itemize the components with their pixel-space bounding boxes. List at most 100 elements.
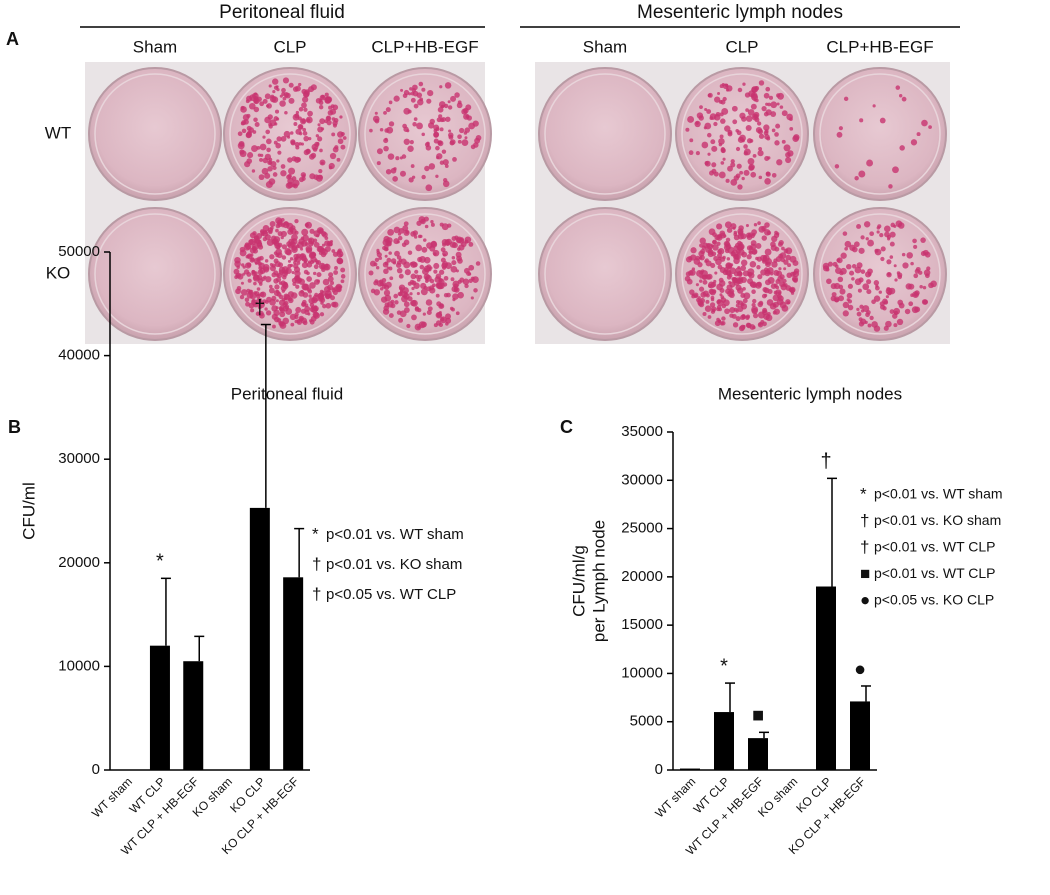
colony — [277, 231, 283, 237]
colony — [315, 260, 320, 265]
colony — [285, 182, 293, 189]
colony — [240, 121, 245, 126]
colony — [261, 167, 269, 175]
significance-marker: † — [254, 297, 265, 319]
colony — [457, 100, 462, 105]
colony — [750, 171, 757, 178]
colony — [389, 276, 394, 281]
colony — [429, 285, 435, 291]
colony — [388, 266, 393, 271]
colony — [757, 128, 764, 135]
colony — [388, 251, 392, 255]
colony — [730, 223, 737, 230]
colony — [879, 117, 886, 124]
colony — [735, 316, 741, 322]
colony — [773, 308, 780, 315]
colony — [300, 172, 306, 178]
colony — [334, 145, 339, 150]
colony — [439, 127, 444, 132]
y-tick-label: 25000 — [621, 520, 663, 537]
colony — [867, 239, 874, 247]
colony — [757, 311, 765, 319]
colony — [241, 128, 247, 134]
colony — [288, 238, 295, 245]
colony — [416, 92, 423, 98]
colony — [265, 310, 272, 316]
colony — [275, 248, 282, 256]
colony — [279, 100, 286, 107]
colony — [316, 272, 322, 278]
colony — [722, 96, 727, 102]
colony — [707, 315, 712, 319]
colony — [275, 117, 280, 121]
colony — [445, 116, 451, 122]
colony — [757, 301, 763, 308]
colony — [730, 162, 736, 168]
colony — [839, 288, 846, 295]
colony — [452, 157, 457, 162]
colony — [447, 100, 451, 104]
colony — [397, 235, 403, 241]
colony — [872, 104, 876, 108]
colony — [844, 240, 852, 248]
colony — [376, 250, 381, 255]
colony — [410, 231, 416, 237]
colony — [301, 262, 308, 269]
colony — [280, 218, 285, 222]
colony — [337, 258, 344, 264]
colony — [740, 314, 746, 321]
colony — [303, 269, 309, 275]
petri-rim — [364, 213, 486, 335]
colony — [721, 83, 725, 87]
colony — [758, 146, 763, 151]
colony — [384, 254, 388, 258]
colony — [747, 109, 755, 116]
colony — [442, 253, 446, 257]
colony — [438, 322, 444, 328]
colony — [752, 153, 757, 158]
colony — [844, 246, 848, 251]
colony — [239, 246, 246, 253]
colony — [294, 142, 300, 147]
colony — [887, 237, 891, 241]
colony — [309, 228, 315, 234]
colony — [740, 292, 746, 299]
colony — [863, 221, 871, 228]
colony — [704, 160, 711, 167]
colony — [831, 292, 837, 298]
colony — [853, 241, 860, 248]
colony — [289, 263, 294, 268]
colony — [761, 106, 767, 112]
colony — [274, 122, 278, 126]
colony — [418, 81, 424, 87]
colony — [464, 236, 472, 244]
colony — [297, 116, 302, 121]
petri-dish — [88, 207, 222, 341]
colony — [235, 288, 241, 295]
colony — [776, 102, 780, 106]
colony — [393, 293, 399, 299]
colony — [315, 134, 319, 138]
colony — [725, 88, 730, 92]
colony — [913, 273, 919, 279]
colony — [450, 277, 455, 282]
colony — [271, 272, 277, 278]
colony — [716, 234, 723, 241]
colony — [695, 121, 699, 125]
colony — [291, 270, 295, 275]
colony — [308, 137, 312, 141]
colony — [339, 115, 343, 119]
colony — [785, 254, 792, 261]
colony — [438, 311, 442, 315]
colony — [425, 299, 433, 306]
colony — [289, 257, 294, 261]
colony — [858, 321, 865, 327]
colony — [464, 136, 468, 140]
legend-symbol: * — [860, 484, 867, 503]
colony — [294, 275, 300, 281]
colony — [330, 104, 335, 108]
colony — [473, 288, 478, 293]
colony — [711, 289, 717, 294]
petri-rim — [229, 213, 351, 335]
colony — [753, 223, 758, 227]
